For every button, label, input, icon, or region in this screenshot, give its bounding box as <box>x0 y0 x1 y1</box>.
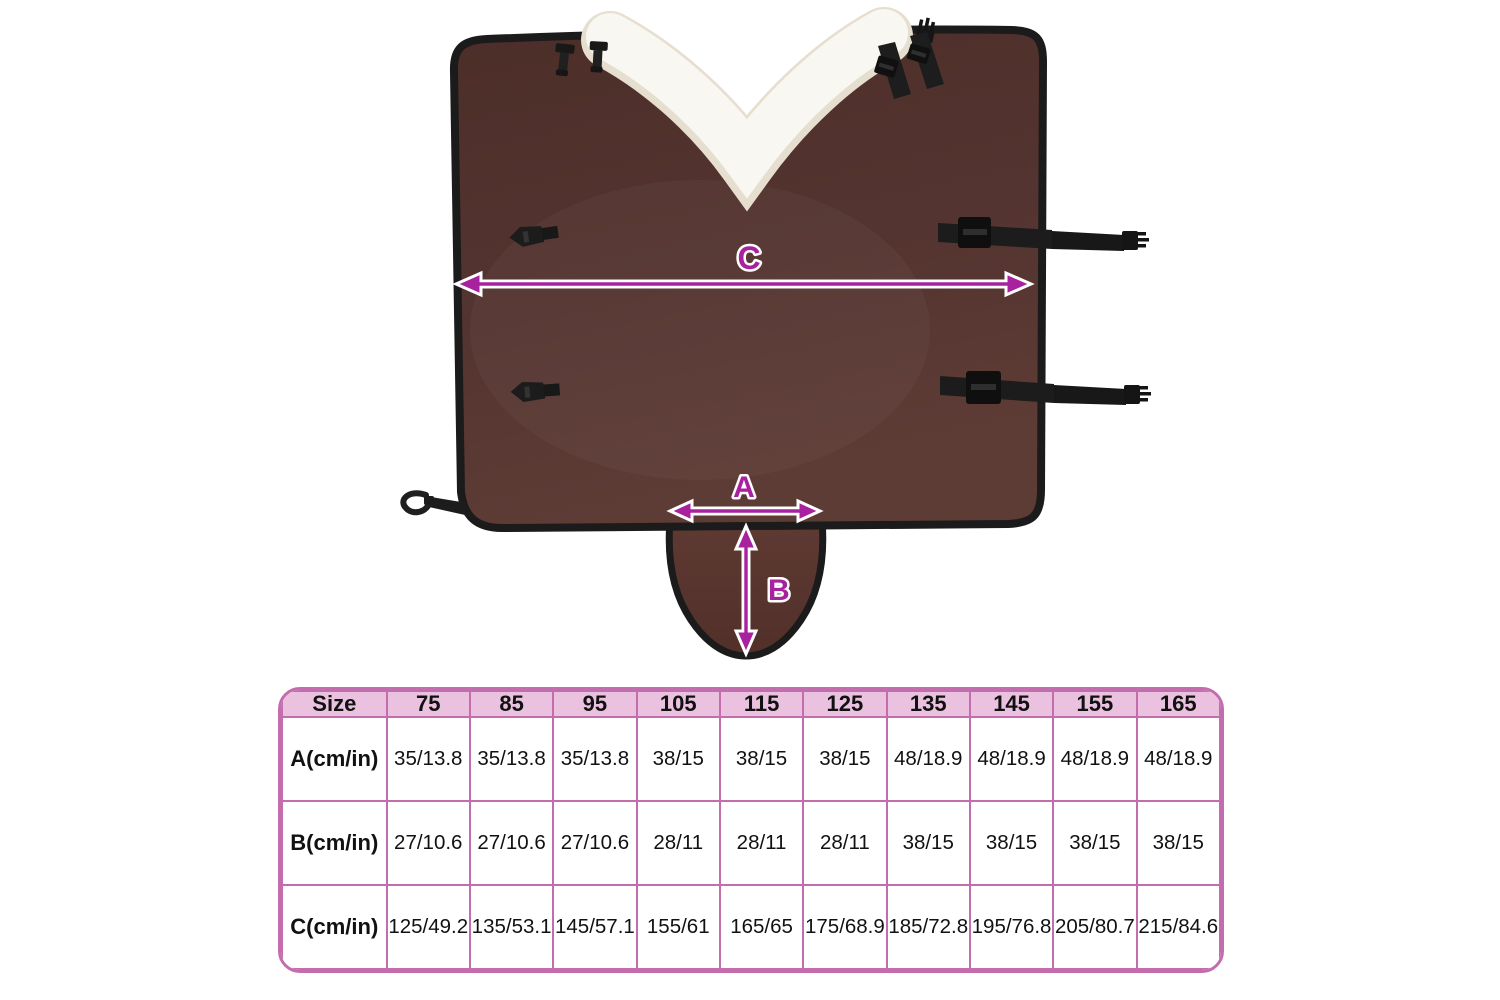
size-cell: 125/49.2 <box>385 884 471 970</box>
left-side-buckle-clip-icon <box>509 225 559 247</box>
size-cell: 28/11 <box>718 800 805 887</box>
size-cell: 185/72.8 <box>885 884 971 970</box>
strap-prong-clip-icon <box>1122 231 1149 250</box>
size-table-header-cell: 105 <box>635 690 721 719</box>
size-cell: 38/15 <box>718 716 805 803</box>
size-table: Size 75 85 95 105 115 125 135 145 155 16… <box>278 687 1224 973</box>
top-right-strap-buckle-icon <box>874 55 899 78</box>
size-cell: 135/53.1 <box>468 884 555 970</box>
dimension-label-b: B <box>768 574 790 607</box>
neck-cutout <box>600 0 890 162</box>
size-cell: 35/13.8 <box>385 716 471 803</box>
right-side-strap <box>940 371 1151 405</box>
size-cell: 48/18.9 <box>1135 716 1221 803</box>
size-cell: 165/65 <box>718 884 805 970</box>
top-left-buckle-clip-icon <box>589 41 608 73</box>
size-table-header-cell: Size <box>281 690 388 719</box>
right-side-strap <box>938 217 1149 251</box>
fabric-sheen <box>470 180 930 480</box>
size-cell: 48/18.9 <box>885 716 971 803</box>
size-cell: 205/80.7 <box>1052 884 1138 970</box>
dimension-arrow-b <box>733 522 759 658</box>
size-table-header-cell: 115 <box>718 690 805 719</box>
dimension-label-c: C <box>737 240 760 276</box>
size-cell: 38/15 <box>885 800 971 887</box>
left-side-buckle-clip-icon <box>510 382 561 402</box>
size-table-row-a: A(cm/in) 35/13.8 35/13.8 35/13.8 38/15 3… <box>281 716 1221 803</box>
size-row-label: B(cm/in) <box>281 800 388 887</box>
dimension-arrow-a <box>666 498 824 524</box>
size-cell: 145/57.1 <box>552 884 638 970</box>
top-left-buckle-clip-icon <box>555 43 575 77</box>
size-row-label: C(cm/in) <box>281 884 388 970</box>
size-table-header-cell: 85 <box>468 690 555 719</box>
strap-prong-clip-icon <box>1124 385 1151 404</box>
size-cell: 38/15 <box>802 716 888 803</box>
size-cell: 27/10.6 <box>468 800 555 887</box>
size-cell: 27/10.6 <box>552 800 638 887</box>
size-table-header-cell: 165 <box>1135 690 1221 719</box>
snap-hook-icon <box>400 490 467 516</box>
size-cell: 35/13.8 <box>468 716 555 803</box>
size-row-label: A(cm/in) <box>281 716 388 803</box>
size-cell: 38/15 <box>1135 800 1221 887</box>
size-table-row-c: C(cm/in) 125/49.2 135/53.1 145/57.1 155/… <box>281 884 1221 970</box>
size-table-header-cell: 135 <box>885 690 971 719</box>
size-cell: 175/68.9 <box>802 884 888 970</box>
top-right-strap-buckle-icon <box>906 43 931 64</box>
dimension-label-a: A <box>733 471 755 504</box>
size-table-header-cell: 155 <box>1052 690 1138 719</box>
fleece-collar <box>586 9 908 199</box>
size-cell: 195/76.8 <box>968 884 1055 970</box>
size-cell: 215/84.6 <box>1135 884 1221 970</box>
size-cell: 48/18.9 <box>968 716 1055 803</box>
size-table-header-cell: 145 <box>968 690 1055 719</box>
size-cell: 48/18.9 <box>1052 716 1138 803</box>
size-cell: 28/11 <box>802 800 888 887</box>
size-table-row-b: B(cm/in) 27/10.6 27/10.6 27/10.6 28/11 2… <box>281 800 1221 887</box>
size-cell: 155/61 <box>635 884 721 970</box>
size-table-header-cell: 125 <box>802 690 888 719</box>
size-cell: 27/10.6 <box>385 800 471 887</box>
size-cell: 38/15 <box>968 800 1055 887</box>
size-cell: 35/13.8 <box>552 716 638 803</box>
size-table-header-cell: 75 <box>385 690 471 719</box>
dimension-arrow-c <box>452 270 1035 298</box>
size-table-header-cell: 95 <box>552 690 638 719</box>
size-cell: 38/15 <box>635 716 721 803</box>
size-table-header-row: Size 75 85 95 105 115 125 135 145 155 16… <box>281 690 1221 719</box>
size-cell: 28/11 <box>635 800 721 887</box>
size-cell: 38/15 <box>1052 800 1138 887</box>
